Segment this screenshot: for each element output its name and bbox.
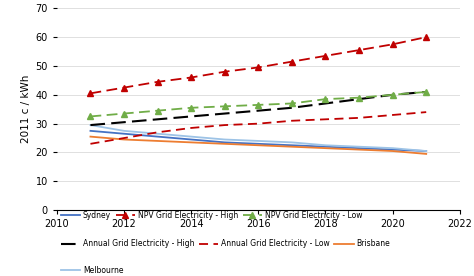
Legend: Melbourne: Melbourne — [61, 266, 123, 275]
Y-axis label: 2011 c / kWh: 2011 c / kWh — [21, 75, 31, 144]
